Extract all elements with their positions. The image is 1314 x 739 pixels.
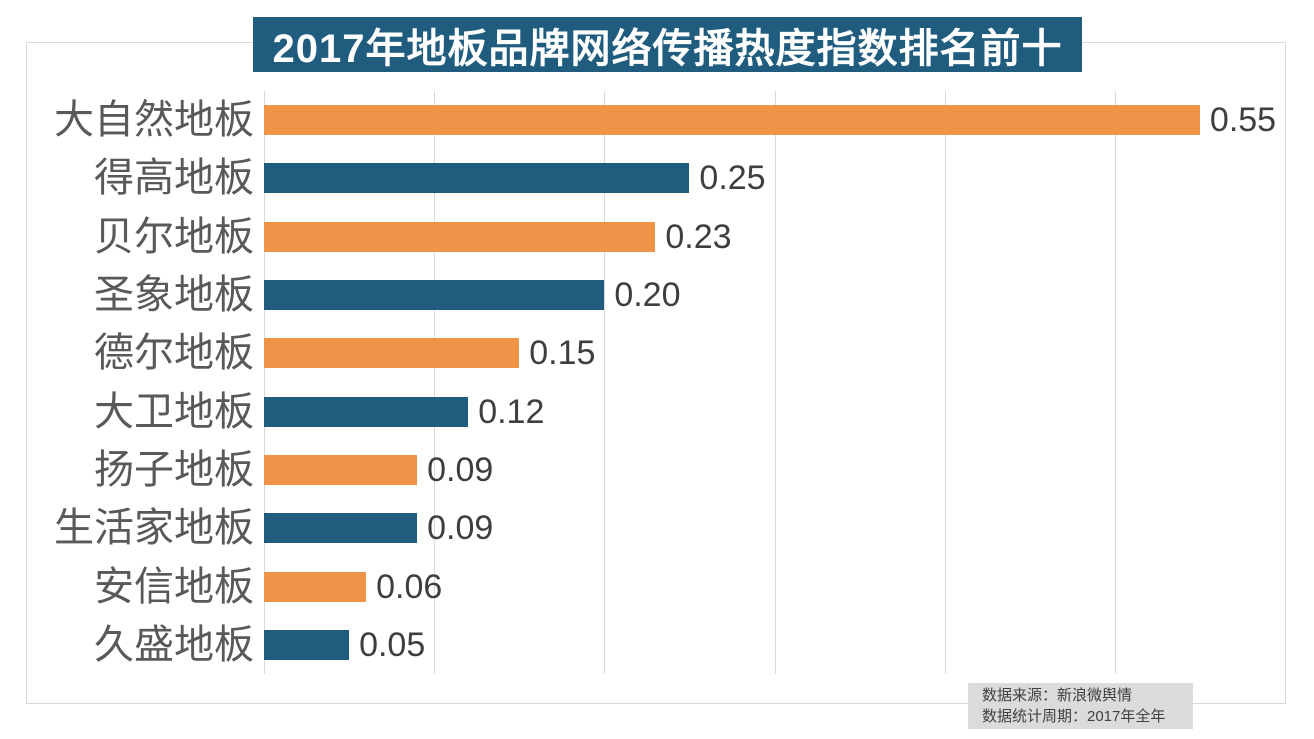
- gridline: [604, 91, 606, 674]
- gridline: [1114, 91, 1116, 674]
- gridline: [774, 91, 776, 674]
- chart-title-banner: 2017年地板品牌网络传播热度指数排名前十: [253, 17, 1082, 72]
- bar-row: 安信地板 0.06: [94, 557, 1285, 615]
- bar: [264, 221, 656, 252]
- gridline: [434, 91, 436, 674]
- value-label: 0.15: [529, 334, 596, 373]
- category-label: 久盛地板: [94, 622, 254, 667]
- source-line: 数据来源：新浪微舆情: [982, 687, 1133, 704]
- bar-row: 德尔地板 0.15: [94, 324, 1285, 382]
- category-label: 生活家地板: [54, 506, 254, 551]
- chart-frame: 大自然地板 0.55 得高地板 0.25 贝尔地板 0.23 圣象地板 0.20 德尔地板 0.1…: [26, 42, 1286, 704]
- value-label: 0.12: [478, 392, 545, 431]
- category-label: 圣象地板: [94, 273, 254, 318]
- plot-area: 大自然地板 0.55 得高地板 0.25 贝尔地板 0.23 圣象地板 0.20 德尔地板 0.1…: [54, 91, 1286, 674]
- category-label: 得高地板: [94, 156, 254, 201]
- category-label: 安信地板: [94, 564, 254, 609]
- bar: [264, 163, 690, 194]
- value-label: 0.23: [665, 217, 732, 256]
- bar-rows: 大自然地板 0.55 得高地板 0.25 贝尔地板 0.23 圣象地板 0.20 德尔地板 0.1…: [54, 91, 1285, 674]
- category-label: 贝尔地板: [94, 214, 254, 259]
- bar-row: 得高地板 0.25: [94, 149, 1285, 207]
- category-label: 扬子地板: [94, 447, 254, 492]
- bar: [264, 629, 350, 660]
- value-label: 0.09: [427, 509, 494, 548]
- bar: [264, 396, 469, 427]
- period-line: 数据统计周期：2017年全年: [982, 708, 1166, 725]
- value-label: 0.55: [1209, 101, 1277, 140]
- bar: [264, 105, 1200, 136]
- chart-title: 2017年地板品牌网络传播热度指数排名前十: [272, 26, 1063, 71]
- bar: [264, 513, 418, 544]
- gridline: [944, 91, 946, 674]
- value-label: 0.20: [614, 276, 681, 315]
- gridline: [1285, 91, 1286, 674]
- bar-row: 大卫地板 0.12: [94, 382, 1285, 440]
- bar-row: 圣象地板 0.20: [94, 266, 1285, 324]
- value-label: 0.06: [376, 567, 443, 606]
- value-label: 0.05: [359, 625, 426, 664]
- bar-row: 扬子地板 0.09: [94, 441, 1285, 499]
- value-label: 0.25: [699, 159, 766, 198]
- bar-row: 大自然地板 0.55: [54, 91, 1285, 149]
- value-label: 0.09: [427, 450, 494, 489]
- bar: [264, 571, 367, 602]
- bar: [264, 454, 418, 485]
- bar-row: 久盛地板 0.05: [94, 616, 1285, 674]
- y-axis-line: [264, 91, 265, 674]
- bar: [264, 280, 605, 311]
- bar-row: 生活家地板 0.09: [54, 499, 1285, 557]
- bar: [264, 338, 520, 369]
- category-label: 德尔地板: [94, 331, 254, 376]
- category-label: 大卫地板: [94, 389, 254, 434]
- bar-row: 贝尔地板 0.23: [94, 208, 1285, 266]
- category-label: 大自然地板: [54, 98, 254, 143]
- source-note-box: 数据来源：新浪微舆情 数据统计周期：2017年全年: [968, 683, 1193, 729]
